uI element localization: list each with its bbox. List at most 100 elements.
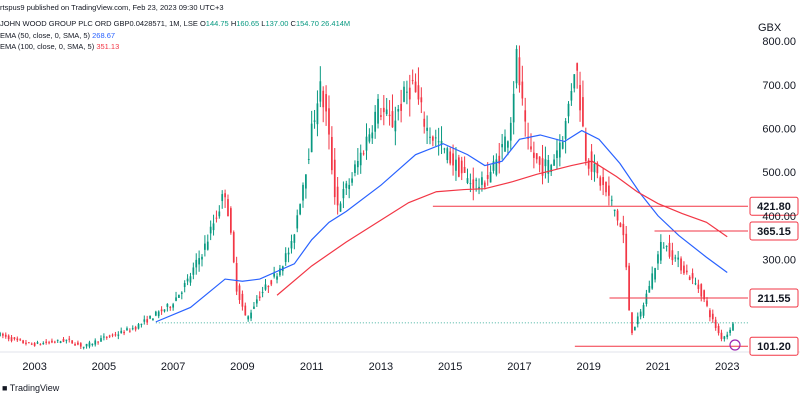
ticker-title: JOHN WOOD GROUP PLC ORD GBP0.0428571, 1M… xyxy=(0,19,198,28)
candle-body xyxy=(417,85,420,100)
candle-body xyxy=(587,160,590,169)
candle-body xyxy=(74,344,76,346)
candle-body xyxy=(654,268,656,280)
candle-body xyxy=(143,319,146,322)
ema100-legend[interactable]: EMA (100, close, 0, SMA, 5) 351.13 xyxy=(0,42,119,51)
candle-body xyxy=(88,342,91,347)
candle-body xyxy=(723,336,726,339)
high-label: H xyxy=(230,19,237,28)
candle-body xyxy=(564,121,567,139)
candle-body xyxy=(486,174,489,179)
low-label: L xyxy=(261,19,266,28)
x-tick-label: 2017 xyxy=(507,361,531,373)
candle-body xyxy=(645,293,648,304)
candle-body xyxy=(59,341,62,343)
candle-body xyxy=(235,263,238,292)
candle-body xyxy=(270,280,273,285)
candle-body xyxy=(665,245,668,247)
candle-body xyxy=(224,193,226,198)
candle-body xyxy=(691,273,694,279)
candle-body xyxy=(720,332,723,340)
candle-body xyxy=(218,211,221,217)
candle-body xyxy=(729,329,731,333)
candle-body xyxy=(535,153,538,160)
candle-body xyxy=(293,234,296,243)
candle-body xyxy=(137,324,140,329)
published-by-line: rtspus9 published on TradingView.com, Fe… xyxy=(0,3,224,12)
candle-body xyxy=(406,91,408,93)
candle-body xyxy=(628,265,630,311)
candles-layer xyxy=(0,45,734,350)
candle-body xyxy=(313,120,316,122)
candle-body xyxy=(4,334,7,337)
candle-body xyxy=(472,179,475,189)
candle-body xyxy=(42,343,45,345)
candle-body xyxy=(440,140,443,145)
candle-body xyxy=(276,276,278,280)
candle-body xyxy=(368,134,371,142)
candle-body xyxy=(62,338,65,342)
candle-body xyxy=(515,48,518,84)
candle-body xyxy=(287,252,290,255)
candle-body xyxy=(382,107,385,113)
level-label: 365.15 xyxy=(757,226,791,238)
candle-body xyxy=(495,159,498,175)
candle-body xyxy=(457,157,460,177)
ema50-legend[interactable]: EMA (50, close, 0, SMA, 5) 268.67 xyxy=(0,31,115,40)
candle-body xyxy=(267,286,270,288)
ema50-value: 268.67 xyxy=(92,31,116,40)
candle-body xyxy=(94,340,97,345)
candle-body xyxy=(65,339,68,341)
candle-body xyxy=(149,315,151,319)
candle-body xyxy=(307,159,310,161)
candle-body xyxy=(97,341,99,343)
y-tick-label: 800.00 xyxy=(762,36,796,48)
candle-body xyxy=(648,286,651,293)
axes-layer: 300.00 400.00 500.00 600.00 700.00 800.00 2003… xyxy=(22,36,796,373)
tradingview-logo-text: TradingView xyxy=(9,383,60,393)
candle-body xyxy=(657,254,659,264)
candle-body xyxy=(68,338,71,340)
candle-body xyxy=(570,91,573,101)
candle-body xyxy=(163,309,166,312)
candle-body xyxy=(714,319,717,328)
candle-body xyxy=(671,250,674,261)
candle-body xyxy=(576,63,579,71)
candle-body xyxy=(697,284,700,289)
candle-body xyxy=(79,343,82,347)
candle-body xyxy=(498,155,501,164)
candle-body xyxy=(114,334,117,336)
candle-body xyxy=(356,160,359,168)
candle-body xyxy=(460,160,463,174)
x-tick-label: 2019 xyxy=(576,361,600,373)
candle-body xyxy=(192,267,195,275)
candle-body xyxy=(244,305,247,316)
candle-body xyxy=(53,341,56,343)
candle-body xyxy=(221,194,224,202)
candle-body xyxy=(371,132,374,139)
candle-body xyxy=(567,103,570,117)
candle-body xyxy=(108,335,111,337)
candle-body xyxy=(175,297,177,301)
candle-body xyxy=(348,184,351,190)
candle-body xyxy=(253,306,255,309)
candle-body xyxy=(732,323,734,331)
candle-body xyxy=(362,153,365,155)
candle-body xyxy=(509,122,512,141)
event-marker-icon xyxy=(729,339,741,351)
candle-body xyxy=(131,328,134,330)
candle-body xyxy=(279,268,281,276)
candle-body xyxy=(726,334,729,338)
candle-body xyxy=(521,81,524,99)
candle-body xyxy=(261,292,264,294)
candle-body xyxy=(711,313,714,320)
y-tick-label: 700.00 xyxy=(762,80,796,92)
tradingview-logo[interactable]: ■ TradingView xyxy=(2,383,59,393)
candle-body xyxy=(466,178,469,184)
candle-body xyxy=(204,243,206,250)
candle-body xyxy=(51,340,53,343)
candle-body xyxy=(469,183,472,185)
candle-body xyxy=(22,340,24,344)
candle-body xyxy=(154,311,157,316)
